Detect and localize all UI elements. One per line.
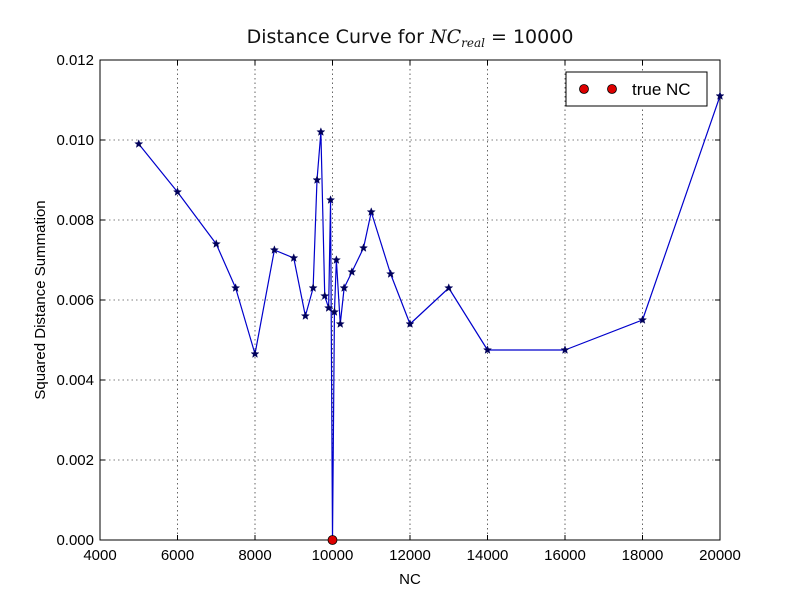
legend-marker-2 [607,84,617,94]
data-point [269,245,279,254]
legend-label: true NC [632,80,691,99]
series-line [138,95,721,541]
data-point [300,311,310,320]
data-point [405,319,415,328]
x-tick-label: 18000 [622,547,664,564]
data-point [324,303,334,312]
data-point [386,269,396,278]
legend: true NC [565,71,708,107]
data-point [320,291,330,300]
data-point [329,307,339,316]
data-point [312,175,322,184]
data-point [172,187,183,196]
series-layer [134,91,725,545]
x-tick-label: 12000 [389,547,431,564]
data-point [316,127,326,136]
chart-title: Distance Curve for NCreal = 10000 [247,26,574,50]
legend-marker-1 [579,84,589,94]
y-tick-label: 0.002 [56,452,94,469]
data-point [482,345,493,354]
legend-box [565,71,708,107]
data-point [231,283,241,292]
axis-ticks: 4000 6000 8000 10000 12000 14000 16000 18000 200… [56,52,740,564]
data-point [339,283,349,292]
x-tick-label: 6000 [161,547,194,564]
data-point [637,315,648,324]
x-tick-label: 20000 [699,547,741,564]
y-tick-label: 0.004 [56,372,94,389]
data-point [560,345,570,354]
x-tick-label: 10000 [312,547,354,564]
x-tick-label: 14000 [467,547,509,564]
data-point [326,195,336,204]
data-point [444,283,454,292]
x-tick-label: 8000 [238,547,271,564]
true-nc-point [327,535,338,545]
data-point [134,139,144,148]
grid [100,60,720,540]
y-tick-label: 0.006 [56,292,94,309]
data-point [715,91,725,100]
y-axis-label: Squared Distance Summation [32,200,49,399]
data-point [358,243,369,252]
y-tick-label: 0.012 [56,52,94,69]
data-point [335,319,345,328]
data-point [347,267,357,276]
y-tick-label: 0.010 [56,132,94,149]
x-tick-label: 16000 [544,547,586,564]
data-point [366,207,376,216]
y-tick-label: 0.008 [56,212,94,229]
x-axis-label: NC [399,571,421,588]
data-point [250,349,260,358]
data-point [308,283,318,292]
data-point [289,253,299,262]
y-tick-label: 0.000 [56,532,94,549]
x-tick-label: 4000 [83,547,116,564]
data-point [331,255,341,264]
data-point [211,239,221,248]
